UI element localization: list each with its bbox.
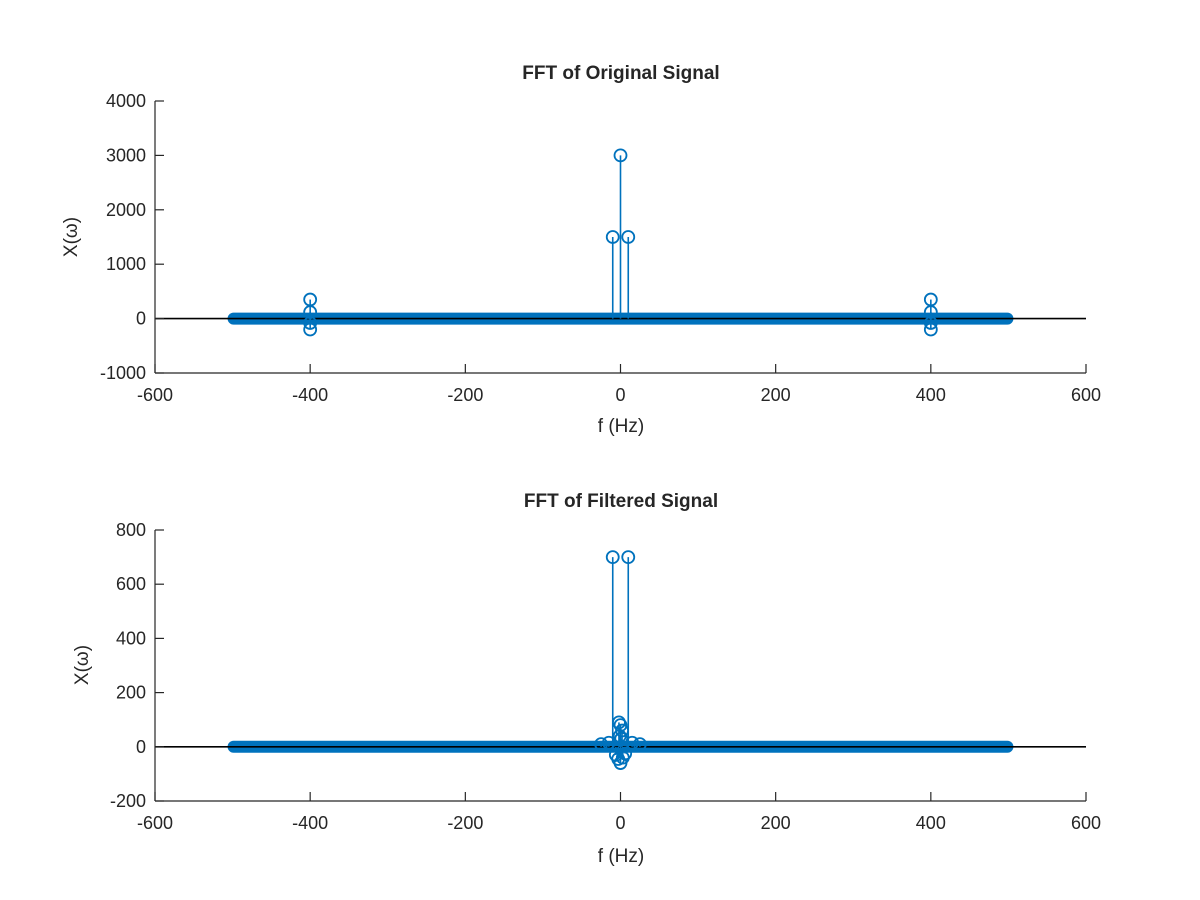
x-tick-label: 400 <box>916 813 946 833</box>
stem-marker <box>923 322 938 337</box>
y-tick-label: 0 <box>136 309 146 329</box>
stem-marker <box>613 718 628 733</box>
plot-area <box>155 148 1086 337</box>
stem-marker <box>303 305 318 319</box>
y-tick-label: -200 <box>110 791 146 811</box>
stem-marker <box>303 322 318 337</box>
x-tick-label: 200 <box>761 385 791 405</box>
stem-marker <box>923 316 938 330</box>
plot-original-signal: FFT of Original Signal f (Hz) X(ω) -600-… <box>61 63 1101 437</box>
y-tick-label: 3000 <box>106 145 146 165</box>
y-tick-label: 800 <box>116 520 146 540</box>
stem-marker <box>605 230 620 244</box>
stem-marker <box>621 230 636 244</box>
y-tick-label: 2000 <box>106 200 146 220</box>
axes: -600 -400 -200 0 200 400 600 -200 0 200 400 600 800 <box>110 520 1101 833</box>
stem-marker <box>613 148 628 163</box>
x-axis-label: f (Hz) <box>598 416 644 437</box>
y-axis-label: X(ω) <box>61 217 82 257</box>
stem-marker <box>621 550 636 564</box>
axes: -600 -400 -200 0 200 400 600 -1000 0 1000 2000 3000… <box>100 91 1101 405</box>
y-axis-label: X(ω) <box>72 645 93 685</box>
stem-marker <box>605 550 620 564</box>
x-tick-label: 200 <box>761 813 791 833</box>
y-tick-label: 0 <box>136 737 146 757</box>
stem-marker <box>923 305 938 319</box>
plot-title: FFT of Original Signal <box>522 63 719 84</box>
y-tick-label: 1000 <box>106 254 146 274</box>
x-tick-label: -400 <box>292 813 328 833</box>
stem-marker <box>608 748 623 762</box>
stem-marker <box>601 735 616 750</box>
x-tick-label: -600 <box>137 813 173 833</box>
x-tick-label: 0 <box>615 813 625 833</box>
plot-filtered-signal: FFT of Filtered Signal f (Hz) X(ω) -600-… <box>72 491 1101 867</box>
x-tick-label: -200 <box>447 813 483 833</box>
x-tick-label: -400 <box>292 385 328 405</box>
y-tick-label: 400 <box>116 628 146 648</box>
x-tick-label: 600 <box>1071 813 1101 833</box>
stem-marker <box>632 737 647 751</box>
x-tick-label: -200 <box>447 385 483 405</box>
stem-marker <box>303 316 318 330</box>
stem-marker <box>625 735 640 750</box>
x-tick-label: 600 <box>1071 385 1101 405</box>
y-tick-label: 600 <box>116 574 146 594</box>
x-tick-label: 0 <box>615 385 625 405</box>
x-tick-label: 400 <box>916 385 946 405</box>
y-tick-label: 4000 <box>106 91 146 111</box>
x-axis-label: f (Hz) <box>598 846 644 867</box>
stem-marker <box>594 737 609 751</box>
y-tick-label: -1000 <box>100 363 146 383</box>
x-tick-label: -600 <box>137 385 173 405</box>
y-tick-label: 200 <box>116 683 146 703</box>
stem-marker <box>618 746 633 761</box>
plot-title: FFT of Filtered Signal <box>524 491 718 512</box>
plot-area <box>155 550 1086 770</box>
